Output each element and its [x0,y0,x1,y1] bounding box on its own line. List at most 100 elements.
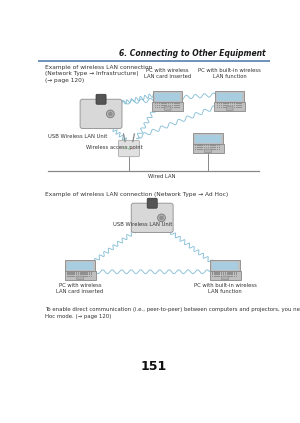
Bar [227,276,229,277]
Bar [234,105,236,106]
Bar [214,272,216,274]
Bar [227,274,229,275]
Bar [212,149,214,150]
Bar [174,107,176,108]
Bar [232,103,233,104]
FancyBboxPatch shape [214,102,245,111]
Bar [197,149,199,150]
Bar [195,149,197,150]
Bar [91,274,92,275]
Bar [176,105,178,106]
Bar [78,276,80,277]
Bar [199,147,201,148]
Bar [154,105,156,106]
Bar [174,105,176,106]
Bar [161,103,163,104]
Bar [234,107,236,108]
Bar [91,276,92,277]
Bar [84,274,86,275]
Bar [76,274,77,275]
Bar [157,105,158,106]
Bar [223,276,224,277]
Bar [230,103,231,104]
Bar [167,103,169,104]
Bar [165,107,167,108]
FancyBboxPatch shape [155,93,181,101]
FancyBboxPatch shape [152,102,183,111]
Text: 151: 151 [141,360,167,373]
Bar [230,107,231,108]
Bar [229,272,231,274]
Bar [225,276,226,277]
Bar [67,276,68,277]
Bar [236,274,237,275]
Bar [229,276,231,277]
FancyBboxPatch shape [222,276,228,280]
Circle shape [124,148,126,149]
FancyBboxPatch shape [77,276,83,280]
Bar [170,105,171,106]
Text: Example of wireless LAN connection (Network Type → Ad Hoc): Example of wireless LAN connection (Netw… [45,192,229,197]
Bar [232,107,233,108]
Bar [223,103,225,104]
Bar [238,103,240,104]
Bar [225,105,227,106]
FancyBboxPatch shape [80,99,122,129]
Bar [172,105,173,106]
Bar [154,107,156,108]
Bar [218,272,220,274]
Bar [199,149,201,150]
Bar [178,107,180,108]
Bar [212,272,213,274]
Circle shape [158,214,165,222]
Bar [212,147,214,148]
Bar [218,274,220,275]
Bar [91,272,92,274]
Text: 6. Connecting to Other Equipment: 6. Connecting to Other Equipment [119,49,266,58]
Circle shape [159,216,164,220]
Text: PC with wireless
LAN card inserted: PC with wireless LAN card inserted [56,283,104,294]
Bar [170,103,171,104]
Circle shape [132,148,134,149]
Bar [80,276,82,277]
Bar [159,103,160,104]
FancyBboxPatch shape [153,91,182,102]
Text: Wireless access point: Wireless access point [86,145,143,150]
Bar [89,272,90,274]
Bar [80,274,82,275]
Bar [71,274,73,275]
Bar [220,274,222,275]
Bar [67,272,68,274]
Bar [236,103,238,104]
Bar [227,272,229,274]
Text: PC with built-in wireless
LAN function: PC with built-in wireless LAN function [194,283,256,294]
Bar [69,274,71,275]
Bar [69,272,71,274]
Bar [217,103,218,104]
Bar [236,276,237,277]
FancyBboxPatch shape [96,94,106,104]
FancyBboxPatch shape [215,91,244,102]
FancyBboxPatch shape [212,262,238,270]
Bar [221,107,222,108]
Bar [67,274,68,275]
Bar [203,149,205,150]
Bar [223,107,225,108]
Bar [176,107,178,108]
Bar [231,272,233,274]
Bar [74,276,75,277]
Bar [176,103,178,104]
Bar [219,103,220,104]
Bar [172,107,173,108]
FancyBboxPatch shape [147,198,157,208]
Bar [210,149,212,150]
Bar [84,276,86,277]
Bar [223,272,224,274]
Bar [89,276,90,277]
Bar [227,105,229,106]
Text: USB Wireless LAN Unit: USB Wireless LAN Unit [48,134,108,139]
Bar [208,149,209,150]
Text: Example of wireless LAN connection
(Network Type → Infrastructure)
(→ page 120): Example of wireless LAN connection (Netw… [45,65,152,83]
Bar [174,103,176,104]
Bar [210,147,212,148]
